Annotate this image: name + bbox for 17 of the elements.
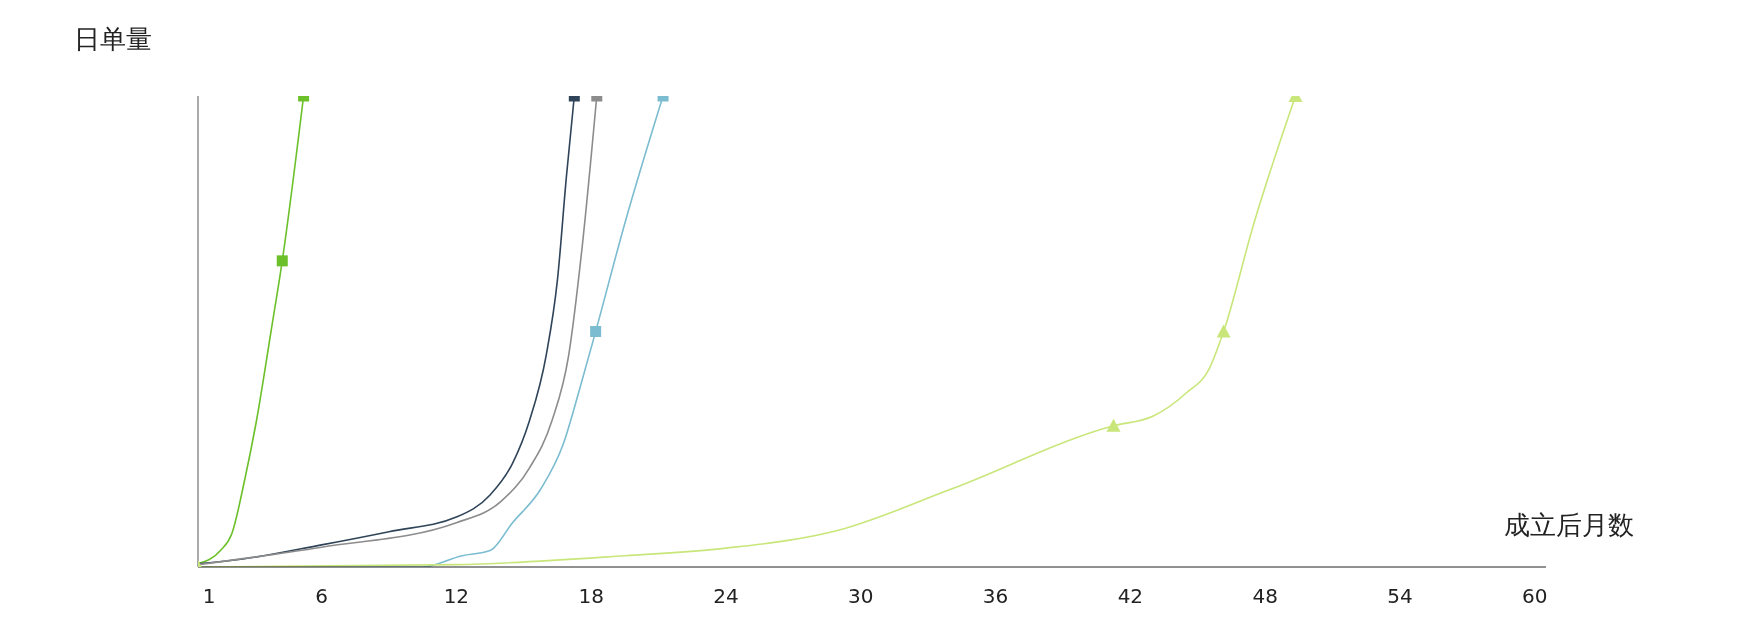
x-tick-label: 54 bbox=[1387, 584, 1413, 609]
point bbox=[1106, 418, 1121, 432]
x-tick-label: 6 bbox=[315, 584, 328, 609]
x-tick-label: 60 bbox=[1522, 584, 1548, 609]
x-tick-label: 24 bbox=[713, 584, 739, 609]
x-tick-label: 12 bbox=[443, 584, 470, 609]
point bbox=[590, 326, 602, 337]
point bbox=[276, 255, 288, 267]
x-tick-label: 48 bbox=[1252, 584, 1278, 609]
x-tick-label: 42 bbox=[1117, 584, 1144, 609]
y-axis-title: 日单量 bbox=[74, 23, 152, 56]
x-tick-label: 30 bbox=[848, 584, 874, 609]
x-tick-label: 36 bbox=[982, 584, 1009, 609]
x-tick-label: 1 bbox=[202, 584, 216, 609]
point bbox=[1216, 324, 1231, 338]
x-axis-title: 成立后月数 bbox=[1504, 509, 1634, 542]
x-tick-label: 18 bbox=[578, 584, 604, 609]
